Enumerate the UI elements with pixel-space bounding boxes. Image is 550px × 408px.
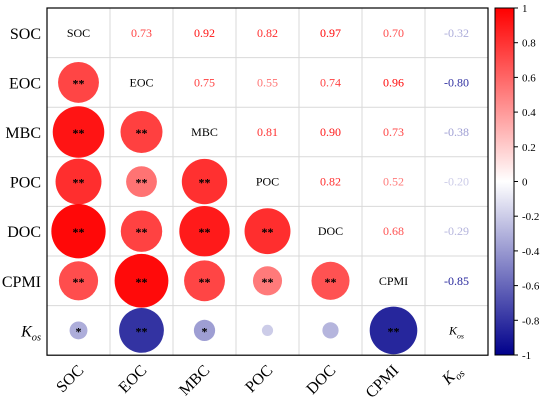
significance-label: ** xyxy=(73,225,85,239)
colorbar-tick-label: -0.2 xyxy=(522,211,539,223)
correlation-circle xyxy=(184,260,225,302)
significance-label: ** xyxy=(73,76,85,90)
correlation-circle xyxy=(181,158,228,205)
y-tick-label: SOC xyxy=(10,26,41,43)
diagonal-label: MBC xyxy=(191,125,218,139)
correlation-circle xyxy=(52,106,105,158)
significance-label: ** xyxy=(136,176,148,190)
correlation-circle xyxy=(193,319,216,342)
y-tick-label: POC xyxy=(10,175,41,192)
significance-label: ** xyxy=(262,225,274,239)
colorbar-tick-label: 0.6 xyxy=(522,72,536,84)
x-tick-label: Kos xyxy=(439,362,468,391)
x-tick-label: MBC xyxy=(176,362,213,399)
significance-label: ** xyxy=(136,126,148,140)
correlation-circle xyxy=(261,324,274,336)
coefficient-label: 0.73 xyxy=(131,26,152,40)
correlation-circle xyxy=(69,321,88,340)
grid xyxy=(46,7,489,356)
correlation-circle xyxy=(179,206,230,257)
correlation-circle xyxy=(244,208,291,255)
correlation-circle xyxy=(252,266,283,296)
colorbar-tick-label: -1 xyxy=(522,350,531,362)
colorbar-tick-label: 0.2 xyxy=(522,142,536,154)
coefficient-label: 0.82 xyxy=(257,26,278,40)
diagonal-label: EOC xyxy=(130,75,154,89)
correlation-circle xyxy=(58,61,99,103)
significance-label: ** xyxy=(199,275,211,289)
significance-label: ** xyxy=(73,126,85,140)
x-tick-label: SOC xyxy=(53,362,87,396)
colorbar-tick-label: 0.8 xyxy=(522,38,536,50)
significance-label: ** xyxy=(73,176,85,190)
coefficient-label: -0.38 xyxy=(444,125,469,139)
y-tick-label: EOC xyxy=(9,75,41,92)
coefficient-label: 0.90 xyxy=(320,125,341,139)
correlation-circle xyxy=(51,204,106,259)
x-tick-label: DOC xyxy=(303,362,339,398)
x-tick-label: CPMI xyxy=(363,362,403,402)
coefficient-label: 0.68 xyxy=(383,224,404,238)
significance-label: ** xyxy=(136,225,148,239)
significance-label: * xyxy=(202,324,208,338)
significance-label: ** xyxy=(73,275,85,289)
coefficient-label: 0.81 xyxy=(257,125,278,139)
correlation-circle xyxy=(119,308,164,353)
coefficient-label: 0.92 xyxy=(194,26,215,40)
y-tick-label: MBC xyxy=(5,125,41,142)
correlation-circle xyxy=(120,210,163,252)
significance-label: ** xyxy=(388,324,400,338)
significance-label: ** xyxy=(136,324,148,338)
colorbar-gradient xyxy=(494,7,515,356)
correlation-circle xyxy=(120,111,163,153)
cells: SOC 0.73 0.92 0.82 0.97 0.70 -0.32** EOC 0.75 0.5… xyxy=(51,26,469,355)
diagonal-label: CPMI xyxy=(379,274,408,288)
colorbar-tick-label: -0.6 xyxy=(522,281,540,293)
significance-label: ** xyxy=(325,275,337,289)
coefficient-label: 0.73 xyxy=(383,125,404,139)
correlation-circle xyxy=(369,306,418,355)
y-tick-label: DOC xyxy=(7,224,41,241)
significance-label: ** xyxy=(199,225,211,239)
diagonal-label: POC xyxy=(256,175,279,189)
coefficient-label: 0.75 xyxy=(194,75,215,89)
colorbar-tick-label: -0.4 xyxy=(522,246,540,258)
coefficient-label: 0.96 xyxy=(383,75,404,89)
coefficient-label: 0.52 xyxy=(383,175,404,189)
correlation-circle xyxy=(114,253,169,308)
correlation-circle xyxy=(58,261,99,301)
correlation-circle xyxy=(55,158,102,205)
x-tick-label: EOC xyxy=(116,362,151,397)
colorbar-tick-label: -0.8 xyxy=(522,315,540,327)
coefficient-label: -0.80 xyxy=(444,75,469,89)
diagonal-label: SOC xyxy=(67,26,90,40)
significance-label: ** xyxy=(262,275,274,289)
coefficient-label: 0.74 xyxy=(320,75,341,89)
correlation-circle xyxy=(311,261,350,300)
coefficient-label: 0.70 xyxy=(383,26,404,40)
colorbar-tick-label: 0.4 xyxy=(522,107,536,119)
diagonal-label: Kos xyxy=(448,323,464,340)
diagonal-label: DOC xyxy=(318,224,343,238)
colorbar: 1 0.8 0.6 0.4 0.2 0 -0.2 -0.4 -0.6 -0.8 -1 xyxy=(494,3,540,362)
significance-label: ** xyxy=(136,275,148,289)
x-tick-label: POC xyxy=(242,362,276,396)
colorbar-tick-label: 1 xyxy=(522,3,528,15)
coefficient-label: -0.32 xyxy=(444,26,469,40)
colorbar-tick-label: 0 xyxy=(522,177,528,189)
y-tick-label: Kos xyxy=(20,323,41,343)
correlation-circle xyxy=(322,322,339,339)
y-tick-label: CPMI xyxy=(2,274,41,291)
coefficient-label: -0.20 xyxy=(444,175,469,189)
significance-label: * xyxy=(76,324,82,338)
coefficient-label: 0.97 xyxy=(320,26,341,40)
plot-frame xyxy=(46,7,489,356)
coefficient-label: 0.55 xyxy=(257,75,278,89)
coefficient-label: -0.29 xyxy=(444,224,469,238)
significance-label: ** xyxy=(199,176,211,190)
coefficient-label: 0.82 xyxy=(320,175,341,189)
coefficient-label: -0.85 xyxy=(444,274,469,288)
correlation-circle xyxy=(126,166,157,198)
